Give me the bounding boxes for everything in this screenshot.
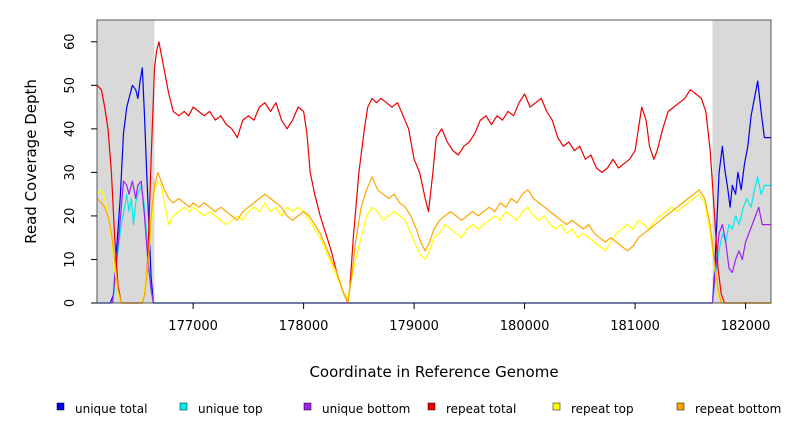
y-axis: 0 10 20 30 40 50 60: [63, 33, 97, 307]
series-line-unique-total: [97, 67, 771, 304]
y-axis-title: Read Coverage Depth: [22, 79, 40, 244]
series-line-repeat-top: [96, 180, 771, 304]
legend: unique total unique top unique bottom repea…: [56, 402, 781, 416]
legend-label: unique bottom: [322, 402, 410, 416]
shaded-region-0: [97, 20, 155, 303]
y-tick-label: 30: [63, 164, 78, 181]
shaded-regions: [97, 20, 771, 303]
y-tick-label: 40: [63, 121, 78, 138]
legend-label: repeat top: [571, 402, 634, 416]
legend-label: unique top: [198, 402, 263, 416]
x-axis-title: Coordinate in Reference Genome: [309, 363, 558, 381]
x-tick-label: 179000: [389, 319, 439, 334]
series-line-unique-top: [97, 176, 771, 304]
series-lines: [96, 41, 771, 304]
x-tick-label: 180000: [500, 319, 550, 334]
legend-label: unique total: [75, 402, 147, 416]
legend-swatch: [303, 402, 312, 411]
y-tick-label: 60: [63, 33, 78, 50]
legend-swatch: [552, 402, 561, 411]
x-axis: 177000 178000 179000 180000 181000 182000: [168, 303, 770, 334]
shaded-region-1: [712, 20, 771, 303]
legend-swatch: [179, 402, 188, 411]
legend-swatch: [56, 402, 65, 411]
x-tick-label: 178000: [279, 319, 329, 334]
y-tick-label: 50: [63, 77, 78, 94]
series-line-unique-bottom: [97, 180, 771, 304]
legend-label: repeat bottom: [695, 402, 781, 416]
legend-swatch: [427, 402, 436, 411]
series-line-repeat-total: [96, 41, 771, 304]
legend-label: repeat total: [446, 402, 516, 416]
series-line-repeat-bottom: [96, 171, 771, 304]
y-tick-label: 10: [63, 251, 78, 268]
y-tick-label: 0: [63, 299, 78, 307]
x-tick-label: 181000: [610, 319, 660, 334]
y-tick-label: 20: [63, 208, 78, 225]
legend-swatch: [676, 402, 685, 411]
plot-frame: [96, 19, 772, 304]
x-tick-label: 177000: [168, 319, 218, 334]
x-tick-label: 182000: [721, 319, 771, 334]
